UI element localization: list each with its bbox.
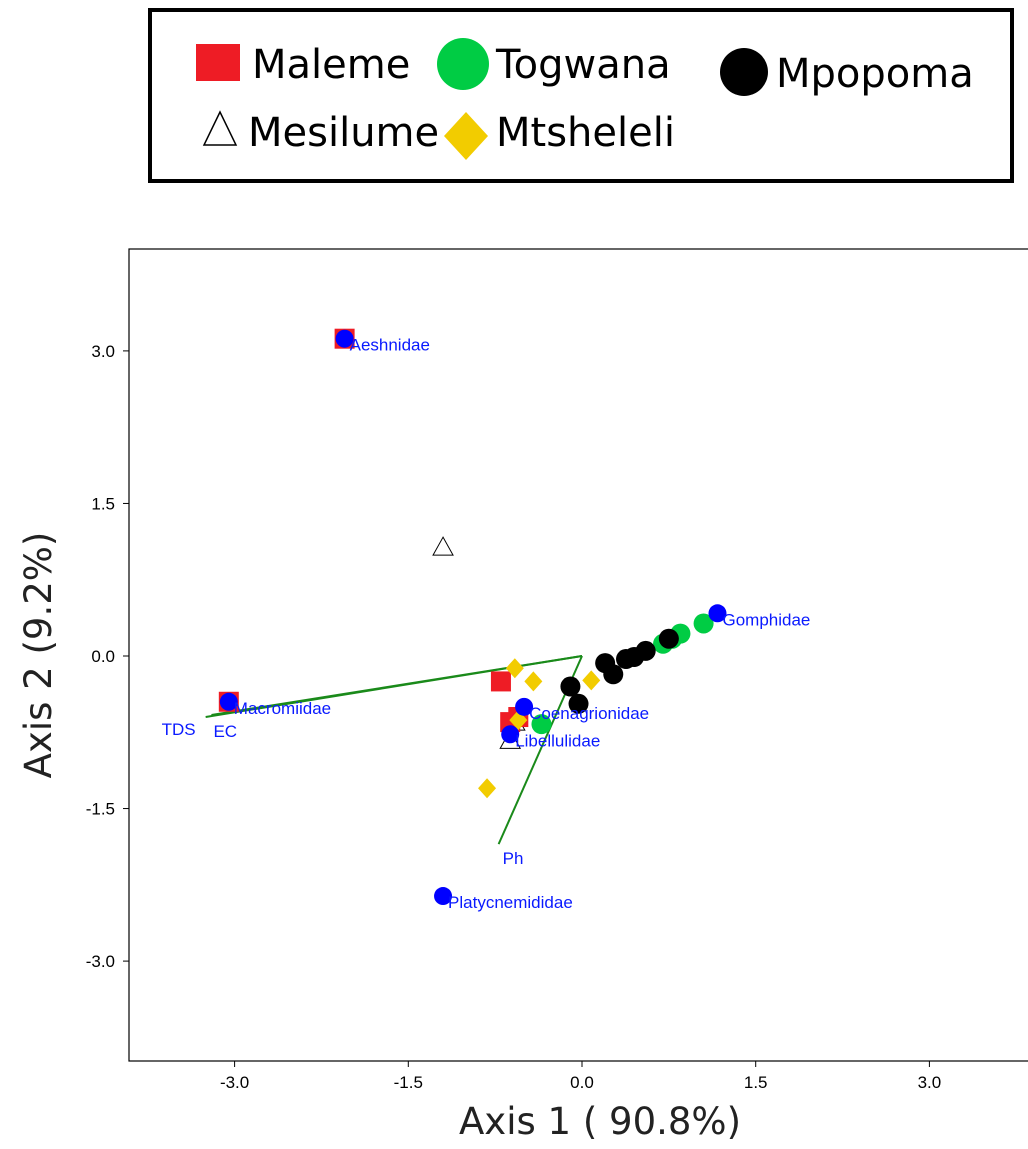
taxon-label-macromiidae: Macromiidae bbox=[234, 699, 331, 718]
taxon-point-gomphidae bbox=[708, 604, 727, 623]
site-points bbox=[218, 328, 714, 799]
x-tick-label: 0.0 bbox=[570, 1073, 594, 1092]
point-mpopoma bbox=[658, 628, 679, 649]
taxon-point-coenagrionidae bbox=[515, 697, 534, 716]
axis-ticks: -3.0 -1.5 0.0 1.5 3.0 3.0 1.5 0.0 -1.5 -3.0 bbox=[86, 342, 942, 1092]
vector-label-ec: EC bbox=[213, 722, 237, 741]
taxon-point-libellulidae bbox=[501, 725, 520, 744]
point-mtsheleli bbox=[582, 670, 601, 691]
legend-item-mesilume: Mesilume bbox=[202, 110, 439, 156]
legend-label-maleme: Maleme bbox=[252, 42, 410, 88]
taxon-label-libellulidae: Libellulidae bbox=[515, 731, 600, 750]
x-tick-label: 1.5 bbox=[744, 1073, 768, 1092]
taxon-point-aeshnidae bbox=[335, 329, 354, 348]
y-axis-title: Axis 2 (9.2%) bbox=[17, 532, 60, 779]
taxon-label-aeshnidae: Aeshnidae bbox=[350, 336, 430, 355]
y-tick-label: 3.0 bbox=[91, 342, 115, 361]
legend-diamond-marker bbox=[444, 112, 488, 160]
legend-label-mtsheleli: Mtsheleli bbox=[496, 110, 675, 156]
point-togwana bbox=[693, 613, 714, 634]
legend-triangle-marker bbox=[202, 110, 238, 146]
y-tick-label: -1.5 bbox=[86, 800, 115, 819]
legend-circle-marker-green bbox=[437, 38, 489, 90]
taxa-points: Aeshnidae Macromiidae Coenagrionidae Libell… bbox=[219, 329, 810, 912]
y-tick-label: 1.5 bbox=[91, 494, 115, 513]
legend-item-mpopoma: Mpopoma bbox=[720, 48, 974, 97]
point-mesilume bbox=[432, 536, 454, 556]
legend-label-mesilume: Mesilume bbox=[248, 110, 439, 156]
x-tick-label: -1.5 bbox=[394, 1073, 423, 1092]
legend-item-maleme: Maleme bbox=[196, 42, 410, 88]
taxon-label-platycnemididae: Platycnemididae bbox=[448, 893, 573, 912]
legend-label-mpopoma: Mpopoma bbox=[776, 51, 974, 97]
taxon-label-gomphidae: Gomphidae bbox=[722, 610, 810, 629]
y-tick-label: -3.0 bbox=[86, 952, 115, 971]
point-maleme bbox=[490, 671, 511, 692]
x-tick-label: -3.0 bbox=[220, 1073, 249, 1092]
y-tick-label: 0.0 bbox=[91, 647, 115, 666]
taxon-label-coenagrionidae: Coenagrionidae bbox=[529, 704, 649, 723]
point-mpopoma bbox=[568, 693, 589, 714]
legend-item-togwana: Togwana bbox=[437, 38, 671, 90]
point-mpopoma bbox=[603, 664, 624, 685]
plot-frame bbox=[128, 248, 1028, 1062]
x-tick-label: 3.0 bbox=[918, 1073, 942, 1092]
point-mtsheleli bbox=[478, 778, 497, 799]
point-mtsheleli bbox=[524, 671, 543, 692]
legend: Maleme Togwana Mpopoma Mesilume Mtshelel… bbox=[148, 8, 1014, 183]
taxon-point-platycnemididae bbox=[434, 887, 453, 906]
vector-label-tds: TDS bbox=[162, 720, 196, 739]
legend-item-mtsheleli: Mtsheleli bbox=[444, 110, 675, 160]
legend-square-marker bbox=[196, 44, 240, 81]
env-vectors: TDS EC Ph bbox=[162, 655, 583, 868]
legend-frame bbox=[148, 8, 1014, 183]
point-mtsheleli bbox=[505, 658, 524, 679]
point-mpopoma bbox=[560, 676, 581, 697]
point-mpopoma bbox=[635, 640, 656, 661]
legend-label-togwana: Togwana bbox=[495, 42, 671, 88]
point-togwana bbox=[531, 714, 552, 735]
x-axis-title: Axis 1 ( 90.8%) bbox=[459, 1100, 741, 1143]
legend-circle-marker-black bbox=[720, 48, 768, 96]
taxon-point-macromiidae bbox=[219, 692, 238, 711]
plot-area bbox=[128, 248, 1028, 1062]
vector-label-ph: Ph bbox=[503, 849, 524, 868]
